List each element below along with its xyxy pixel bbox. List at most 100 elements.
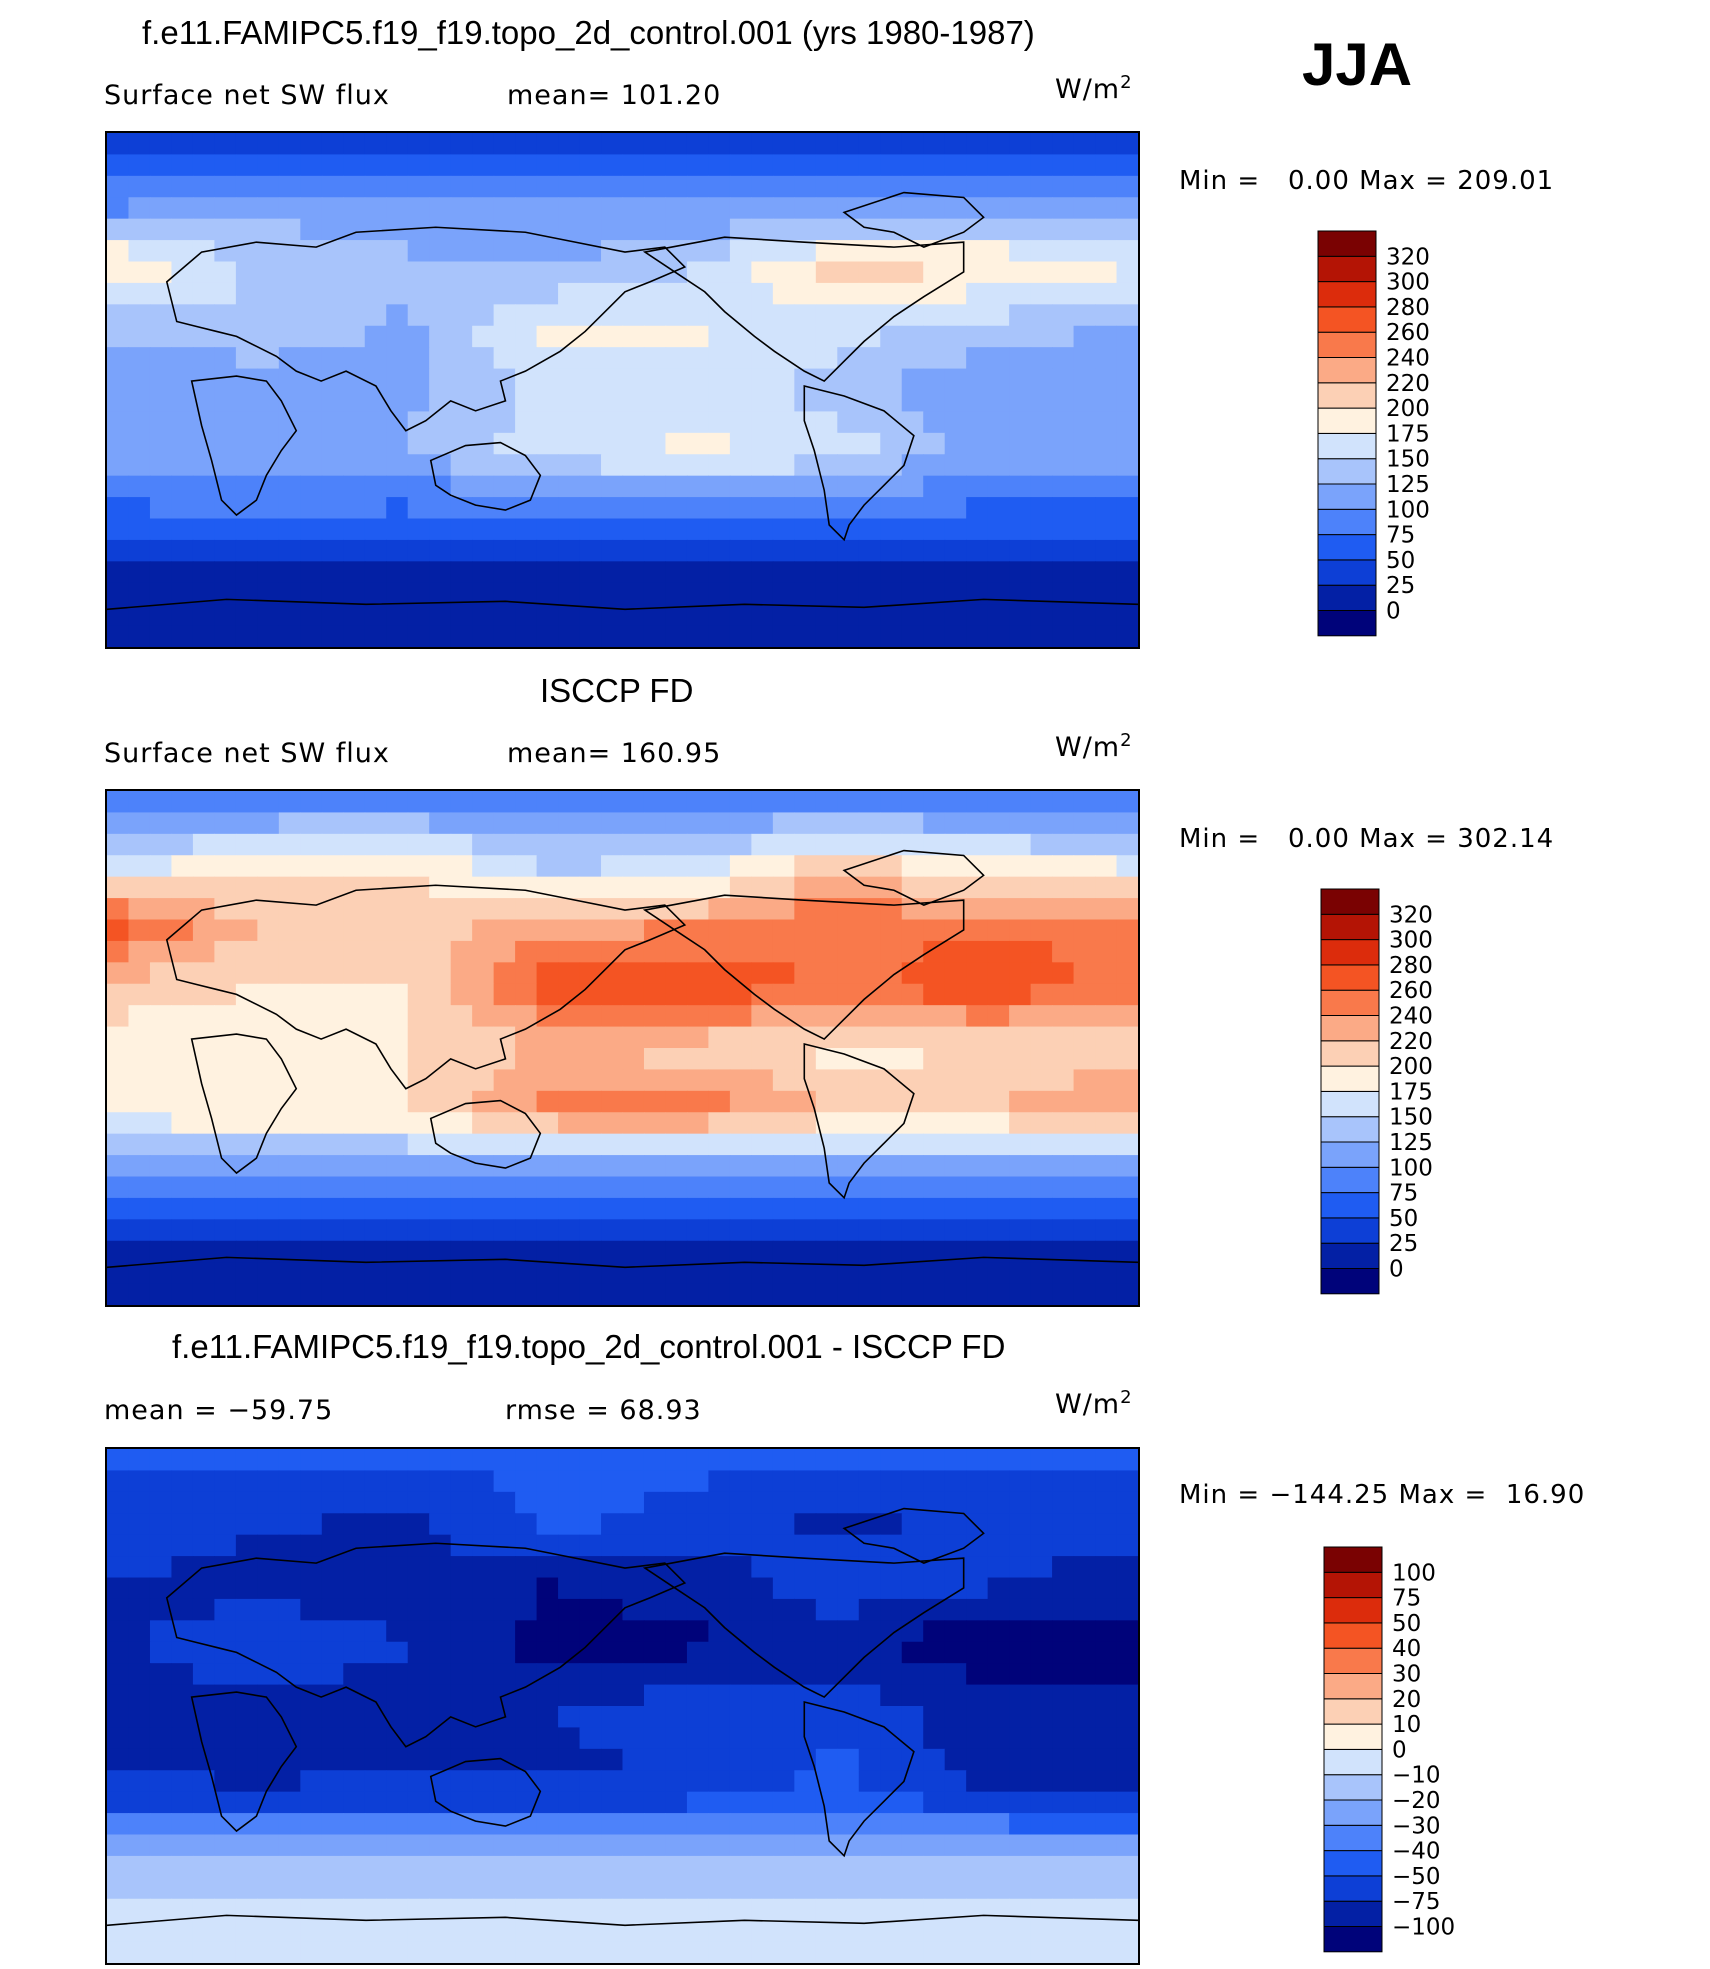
map-cell bbox=[987, 1026, 1010, 1049]
map-cell bbox=[149, 1112, 173, 1135]
map-cell bbox=[1073, 1283, 1096, 1305]
map-cell bbox=[493, 1920, 516, 1943]
map-cell bbox=[558, 1663, 581, 1686]
map-cell bbox=[149, 919, 173, 942]
map-cell bbox=[343, 1112, 366, 1135]
map-cell bbox=[192, 812, 215, 835]
map-cell bbox=[1116, 1748, 1138, 1771]
map-cell bbox=[149, 1133, 173, 1156]
map-cell bbox=[1052, 1069, 1075, 1092]
map-cell bbox=[450, 1877, 473, 1900]
map-cell bbox=[1009, 1598, 1032, 1621]
map-cell bbox=[901, 1920, 924, 1943]
map-cell bbox=[858, 1706, 881, 1729]
map-cell bbox=[858, 1155, 881, 1178]
map-cell bbox=[515, 325, 538, 348]
map-cell bbox=[257, 1491, 280, 1514]
map-cell bbox=[794, 561, 817, 584]
map-cell bbox=[601, 390, 624, 413]
map-cell bbox=[665, 962, 688, 985]
map-cell bbox=[192, 1262, 215, 1285]
map-cell bbox=[665, 1470, 688, 1493]
colorbar-tick-label: 320 bbox=[1386, 244, 1430, 270]
map-cell bbox=[192, 1620, 215, 1643]
map-cell bbox=[622, 539, 645, 562]
map-cell bbox=[1009, 812, 1032, 835]
map-cell bbox=[558, 983, 581, 1006]
map-cell bbox=[944, 1155, 967, 1178]
map-cell bbox=[429, 962, 452, 985]
map-cell bbox=[386, 561, 409, 584]
map-cell bbox=[858, 1598, 881, 1621]
map-cell bbox=[665, 1262, 688, 1285]
map-cell bbox=[472, 983, 495, 1006]
map-cell bbox=[880, 282, 903, 305]
map-cell bbox=[880, 1470, 903, 1493]
map-cell bbox=[944, 1470, 967, 1493]
map-cell bbox=[450, 1855, 473, 1878]
map-cell bbox=[901, 1048, 924, 1071]
map-cell bbox=[944, 1855, 967, 1878]
map-cell bbox=[944, 1791, 967, 1814]
map-cell bbox=[321, 518, 344, 541]
map-cell bbox=[1052, 1197, 1075, 1220]
map-cell bbox=[772, 1641, 795, 1664]
map-cell bbox=[901, 1620, 924, 1643]
map-cell bbox=[536, 154, 559, 177]
colorbar-tick-label: −100 bbox=[1392, 1915, 1455, 1941]
map-cell bbox=[1052, 282, 1075, 305]
map-cell bbox=[708, 898, 731, 921]
map-cell bbox=[880, 539, 903, 562]
map-cell bbox=[1052, 347, 1075, 370]
map-cell bbox=[214, 1491, 237, 1514]
map-cell bbox=[493, 1534, 516, 1557]
map-cell bbox=[278, 240, 301, 263]
map-cell bbox=[300, 940, 323, 963]
map-cell bbox=[278, 1920, 301, 1943]
map-cell bbox=[257, 497, 280, 520]
map-cell bbox=[966, 1920, 989, 1943]
map-cell bbox=[944, 539, 967, 562]
map-cell bbox=[751, 390, 774, 413]
map-cell bbox=[708, 1706, 731, 1729]
map-cell bbox=[858, 1470, 881, 1493]
map-cell bbox=[493, 261, 516, 284]
panel-2-mean-label: mean= 160.95 bbox=[507, 738, 722, 769]
map-cell bbox=[794, 1791, 817, 1814]
map-cell bbox=[858, 898, 881, 921]
map-cell bbox=[944, 390, 967, 413]
map-cell bbox=[643, 1283, 667, 1305]
coastline bbox=[429, 1757, 542, 1827]
map-cell bbox=[1073, 1556, 1096, 1579]
map-cell bbox=[472, 154, 495, 177]
map-cell bbox=[880, 411, 903, 434]
map-cell bbox=[1095, 282, 1118, 305]
map-cell bbox=[751, 325, 774, 348]
map-cell bbox=[343, 940, 366, 963]
map-cell bbox=[515, 539, 538, 562]
coastline bbox=[190, 1033, 298, 1175]
map-cell bbox=[815, 1449, 838, 1472]
map-cell bbox=[1095, 1069, 1118, 1092]
map-cell bbox=[944, 368, 967, 391]
map-cell bbox=[171, 1240, 194, 1263]
map-cell bbox=[923, 1262, 946, 1285]
map-cell bbox=[1009, 1770, 1032, 1793]
map-cell bbox=[257, 1155, 280, 1178]
map-cell bbox=[278, 197, 301, 220]
map-cell bbox=[622, 304, 645, 327]
map-cell bbox=[364, 218, 387, 241]
map-cell bbox=[1052, 1133, 1075, 1156]
map-cell bbox=[214, 1684, 237, 1707]
map-cell bbox=[1030, 1470, 1053, 1493]
map-cell bbox=[407, 940, 430, 963]
map-cell bbox=[579, 1240, 602, 1263]
map-cell bbox=[1009, 582, 1032, 605]
map-cell bbox=[107, 1240, 130, 1263]
map-cell bbox=[794, 432, 817, 455]
map-cell bbox=[1073, 1262, 1096, 1285]
map-cell bbox=[278, 368, 301, 391]
map-cell bbox=[579, 1449, 602, 1472]
map-cell bbox=[278, 919, 301, 942]
map-cell bbox=[149, 1598, 173, 1621]
